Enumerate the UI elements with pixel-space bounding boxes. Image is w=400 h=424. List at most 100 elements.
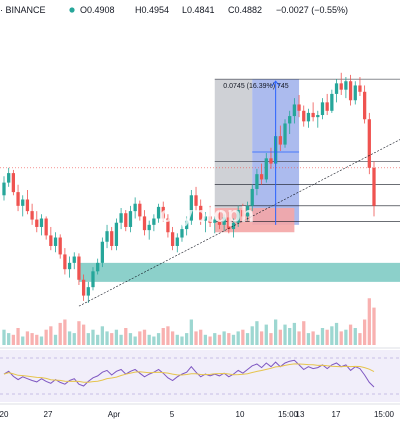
volume-bar xyxy=(320,328,325,345)
candle-body xyxy=(283,123,287,145)
volume-bar xyxy=(142,329,147,345)
candle-body xyxy=(16,192,20,206)
volume-bar xyxy=(358,333,362,345)
candle-body xyxy=(11,173,16,193)
candle-body xyxy=(35,219,39,227)
candle-body xyxy=(362,91,367,120)
candle-body xyxy=(241,210,245,217)
volume-bar xyxy=(49,326,53,345)
volume-bar xyxy=(203,334,208,345)
volume-bar xyxy=(353,328,357,345)
ohlc-high: H0.4954 xyxy=(135,5,169,15)
volume-bar xyxy=(25,331,30,345)
candle-body xyxy=(259,174,264,180)
candle-body xyxy=(142,216,147,231)
candle-body xyxy=(222,217,226,225)
x-tick-label: 15:00 xyxy=(374,410,395,419)
candle-body xyxy=(58,237,62,255)
volume-bar xyxy=(255,321,259,345)
volume-bar xyxy=(138,331,142,345)
candle-body xyxy=(339,83,343,90)
volume-bar xyxy=(21,336,25,345)
candle-body xyxy=(21,199,25,206)
candle-body xyxy=(138,203,142,217)
candle-body xyxy=(236,210,240,223)
candle-body xyxy=(325,102,329,111)
candle-body xyxy=(306,112,311,122)
candle-body xyxy=(367,119,371,168)
candle-body xyxy=(39,218,44,227)
candle-body xyxy=(119,213,123,223)
volume-bar xyxy=(311,331,315,345)
volume-bar xyxy=(2,329,6,345)
x-tick-label: 13 xyxy=(296,410,305,419)
candle-body xyxy=(100,241,104,263)
candle-body xyxy=(334,83,339,94)
candle-body xyxy=(7,173,11,183)
measure-arrow-head xyxy=(271,80,281,87)
volume-bar xyxy=(35,334,39,345)
volume-bar xyxy=(53,334,58,345)
candle-body xyxy=(114,222,119,246)
rsi-ma-line xyxy=(3,363,375,383)
volume-bar xyxy=(77,321,81,345)
candle-body xyxy=(152,218,156,225)
candle-body xyxy=(67,262,72,270)
volume-bar xyxy=(274,319,278,345)
candle-body xyxy=(250,188,254,206)
volume-bar xyxy=(208,336,212,345)
trendline xyxy=(78,139,400,307)
candle-body xyxy=(358,85,362,92)
volume-bar xyxy=(259,331,264,345)
volume-bar xyxy=(278,329,282,345)
volume-bar xyxy=(185,333,189,345)
x-tick-label: 15:00 xyxy=(278,410,299,419)
volume-bar xyxy=(147,334,151,345)
volume-bar xyxy=(334,322,339,345)
volume-bar xyxy=(199,329,203,345)
candle-body xyxy=(86,287,90,296)
x-tick-label: 17 xyxy=(332,410,341,419)
candle-body xyxy=(189,195,193,221)
candle-body xyxy=(147,224,151,231)
volume-bar xyxy=(180,336,184,345)
candle-body xyxy=(81,279,86,296)
ohlc-low: L0.4841 xyxy=(182,5,215,15)
candle-body xyxy=(344,81,348,90)
candle-body xyxy=(255,174,259,189)
volume-bar xyxy=(124,328,128,345)
volume-bar xyxy=(86,333,90,345)
volume-bar xyxy=(128,333,133,345)
candle-body xyxy=(302,110,306,122)
volume-bar xyxy=(166,326,170,345)
rsi-line xyxy=(3,359,375,388)
ohlc-change: −0.0027 (−0.55%) xyxy=(276,5,348,15)
volume-bar xyxy=(222,331,226,345)
candle-body xyxy=(353,85,357,101)
candle-body xyxy=(245,205,250,217)
candle-body xyxy=(231,222,236,230)
range-box-grey xyxy=(214,79,253,208)
volume-bar xyxy=(269,333,273,345)
candle-body xyxy=(213,219,217,223)
candle-body xyxy=(372,167,376,206)
exchange-label: · BINANCE xyxy=(0,5,46,15)
candle-body xyxy=(128,211,133,227)
candle-body xyxy=(96,262,100,272)
candle-body xyxy=(217,219,222,225)
volume-bar xyxy=(306,333,311,345)
volume-bar xyxy=(133,336,137,345)
volume-bar xyxy=(96,334,100,345)
volume-bar xyxy=(288,328,292,345)
volume-bar xyxy=(283,324,287,345)
volume-bar xyxy=(372,307,376,345)
candle-body xyxy=(288,116,292,124)
volume-bar xyxy=(11,334,16,345)
candle-body xyxy=(156,206,161,219)
candle-body xyxy=(278,136,282,145)
volume-bar xyxy=(100,326,104,345)
candle-body xyxy=(264,158,268,180)
volume-bar xyxy=(67,331,72,345)
candle-body xyxy=(208,216,212,223)
